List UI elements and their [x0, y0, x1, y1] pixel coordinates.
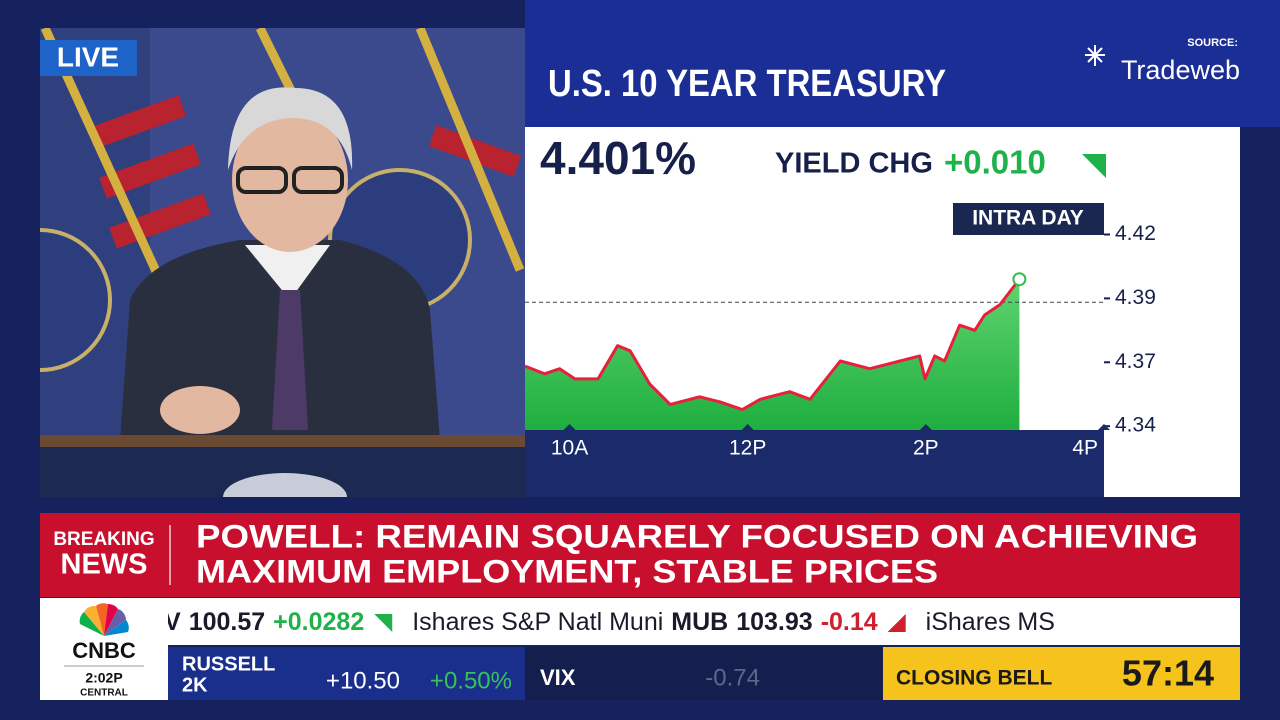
- intraday-label: INTRA DAY: [972, 207, 1084, 230]
- yield-value: 4.401%: [540, 132, 696, 184]
- source-name: Tradeweb: [1121, 55, 1240, 85]
- intraday-badge: [953, 203, 1104, 235]
- chart: 4.34 4.37 4.39 4.42 10A 12P 2P 4P: [524, 222, 1156, 460]
- ticker: V 100.57 +0.0282 Ishares S&P Natl Muni MUB 10…: [164, 608, 1055, 636]
- source-logo-mark: [1085, 45, 1105, 66]
- index-box: [168, 647, 525, 700]
- x-axis-band: [525, 430, 1104, 497]
- ticker-band: [40, 598, 1240, 645]
- area-fill: [525, 279, 1020, 430]
- ticker-change: -0.14: [821, 608, 878, 636]
- y-tick-label: 4.42: [1115, 222, 1156, 245]
- breaking-banner: [40, 513, 1240, 597]
- headline: MAXIMUM EMPLOYMENT, STABLE PRICES: [196, 553, 938, 589]
- chart-title: U.S. 10 YEAR TREASURY: [548, 63, 946, 105]
- ticker-line: V 100.57 +0.0282 Ishares S&P Natl Muni MUB 10…: [164, 608, 1055, 636]
- logo-time: 2:02P: [85, 670, 122, 686]
- index-name: 2K: [182, 674, 208, 696]
- change-arrow: [1082, 154, 1106, 178]
- index-percent: +0.50%: [430, 667, 512, 694]
- source-label: SOURCE:: [1187, 37, 1238, 49]
- change-label: YIELD CHG: [775, 148, 933, 180]
- video-feed: [40, 28, 525, 497]
- x-tick-label: 4P: [1072, 437, 1098, 460]
- headline: POWELL: REMAIN SQUARELY FOCUSED ON ACHIE…: [196, 518, 1198, 554]
- ticker-name: iShares MS: [926, 608, 1055, 636]
- ticker-arrow: [887, 614, 906, 632]
- y-tick-label: 4.37: [1115, 350, 1156, 373]
- ticker-symbol: MUB: [671, 608, 728, 636]
- closing-bell-label: CLOSING BELL: [896, 667, 1053, 690]
- live-label: LIVE: [57, 41, 119, 72]
- x-tick-label: 10A: [551, 437, 588, 460]
- x-tick-label: 12P: [729, 437, 766, 460]
- vix-box: [525, 647, 883, 700]
- x-tick-label: 2P: [913, 437, 939, 460]
- index-name: RUSSELL: [182, 653, 275, 675]
- change-value: +0.010: [944, 144, 1046, 181]
- logo-brand: CNBC: [72, 638, 136, 663]
- x-tick: [563, 424, 576, 430]
- peacock-logo: [79, 603, 129, 636]
- live-badge: [40, 40, 137, 76]
- vix-name: VIX: [540, 665, 576, 690]
- y-tick-label: 4.34: [1115, 414, 1156, 437]
- end-point: [1012, 272, 1027, 287]
- vix-change: -0.74: [705, 664, 760, 691]
- x-tick: [741, 424, 754, 430]
- logo-zone: CENTRAL: [80, 688, 128, 699]
- ticker-name: Ishares S&P Natl Muni: [412, 608, 663, 636]
- ticker-price: 103.93: [736, 608, 812, 636]
- breaking-label: NEWS: [61, 549, 148, 581]
- ticker-arrow: [374, 614, 393, 632]
- ticker-change: +0.0282: [273, 608, 364, 636]
- closing-bell-countdown: 57:14: [1122, 653, 1214, 694]
- ticker-price: 100.57: [189, 608, 265, 636]
- closing-bell-box: [883, 647, 1240, 700]
- index-points: +10.50: [326, 667, 400, 694]
- ticker-symbol: V: [164, 608, 181, 636]
- breaking-label: BREAKING: [53, 529, 154, 550]
- header-backdrop: [525, 0, 1280, 127]
- x-tick: [1098, 424, 1110, 430]
- y-tick-label: 4.39: [1115, 286, 1156, 309]
- line: [524, 278, 1021, 412]
- x-tick: [919, 424, 932, 430]
